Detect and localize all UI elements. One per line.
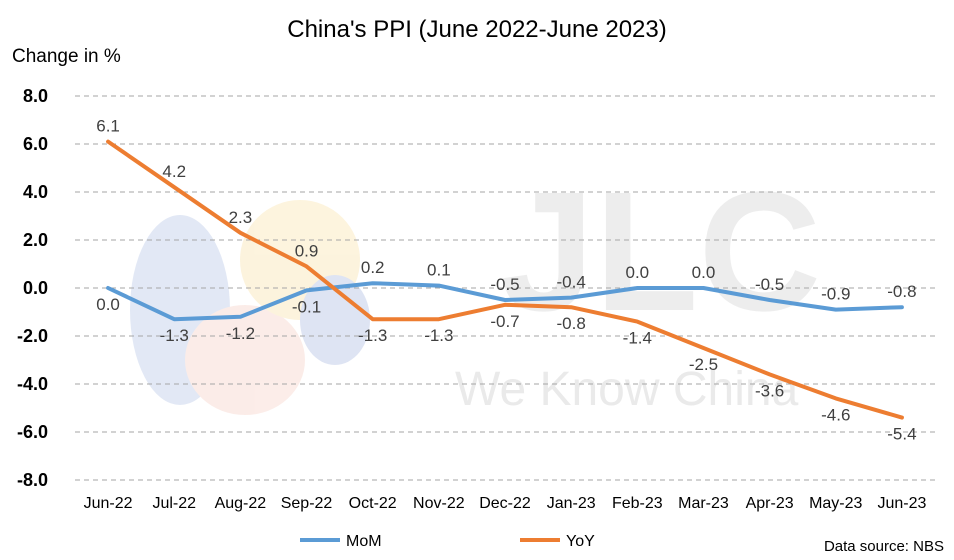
data-label-yoy: -4.6 [821, 405, 850, 424]
data-label-mom: -0.9 [821, 285, 850, 304]
watermark-logo-shape [130, 200, 370, 415]
legend-label-mom: MoM [346, 533, 382, 550]
series-line-yoy [106, 139, 904, 420]
data-label-yoy: -5.4 [887, 425, 916, 444]
x-tick-label: Nov-22 [413, 495, 465, 512]
data-label-yoy: 2.3 [229, 208, 253, 227]
y-axis-label: Change in % [12, 46, 121, 67]
y-tick-label: 4.0 [23, 182, 48, 202]
data-label-yoy: -1.4 [623, 329, 652, 348]
y-tick-label: 6.0 [23, 134, 48, 154]
data-label-mom: -1.2 [226, 324, 255, 343]
data-label-yoy: 6.1 [96, 117, 120, 136]
series-lines [106, 139, 904, 420]
y-axis-ticks: 8.0 6.0 4.0 2.0 0.0 -2.0 -4.0 -6.0 -8.0 [17, 86, 48, 490]
legend: MoM YoY [300, 533, 595, 550]
data-label-mom: -0.5 [755, 275, 784, 294]
y-tick-label: 8.0 [23, 86, 48, 106]
data-label-yoy: -2.5 [689, 355, 718, 374]
data-label-mom: 0.0 [96, 295, 120, 314]
x-tick-label: Jun-22 [84, 495, 133, 512]
legend-label-yoy: YoY [566, 533, 595, 550]
x-tick-label: May-23 [809, 495, 862, 512]
data-label-mom: 0.2 [361, 258, 385, 277]
data-label-mom: 0.1 [427, 261, 451, 280]
data-label-mom: -0.4 [557, 273, 586, 292]
data-label-mom: 0.0 [625, 263, 649, 282]
x-tick-label: Dec-22 [479, 495, 531, 512]
watermark-tagline: We Know China [455, 363, 799, 416]
x-tick-label: Feb-23 [612, 495, 663, 512]
x-tick-label: Jul-22 [152, 495, 196, 512]
watermark-letters: JLC [500, 157, 821, 347]
x-tick-label: Jan-23 [547, 495, 596, 512]
x-tick-label: Oct-22 [349, 495, 397, 512]
data-label-yoy: -3.6 [755, 381, 784, 400]
y-tick-label: -4.0 [17, 374, 48, 394]
data-source: Data source: NBS [824, 538, 944, 555]
y-tick-label: 0.0 [23, 278, 48, 298]
y-tick-label: 2.0 [23, 230, 48, 250]
x-tick-label: Apr-23 [746, 495, 794, 512]
data-label-mom: -1.3 [160, 326, 189, 345]
x-tick-label: Mar-23 [678, 495, 729, 512]
data-label-yoy: -0.8 [557, 314, 586, 333]
x-axis-ticks: Jun-22 Jul-22 Aug-22 Sep-22 Oct-22 Nov-22 Dec-… [84, 495, 927, 512]
watermark: JLC We Know China [130, 157, 821, 416]
data-label-yoy: 4.2 [162, 162, 186, 181]
y-tick-label: -8.0 [17, 470, 48, 490]
y-tick-label: -2.0 [17, 326, 48, 346]
data-label-mom: -0.8 [887, 282, 916, 301]
x-tick-label: Aug-22 [215, 495, 267, 512]
data-label-yoy: -0.7 [490, 312, 519, 331]
x-tick-label: Sep-22 [281, 495, 333, 512]
data-label-yoy: 0.9 [295, 241, 319, 260]
data-label-mom: -0.1 [292, 297, 321, 316]
data-label-yoy: -1.3 [424, 326, 453, 345]
data-label-mom: 0.0 [692, 263, 716, 282]
series-line-mom [106, 281, 904, 322]
x-tick-label: Jun-23 [877, 495, 926, 512]
data-label-yoy: -1.3 [358, 326, 387, 345]
chart-title: China's PPI (June 2022-June 2023) [287, 16, 667, 43]
y-tick-label: -6.0 [17, 422, 48, 442]
data-label-mom: -0.5 [490, 275, 519, 294]
data-labels: 0.0 -1.3 -1.2 -0.1 0.2 0.1 -0.5 -0.4 0.0 0.0 -0.5 -… [96, 117, 916, 444]
